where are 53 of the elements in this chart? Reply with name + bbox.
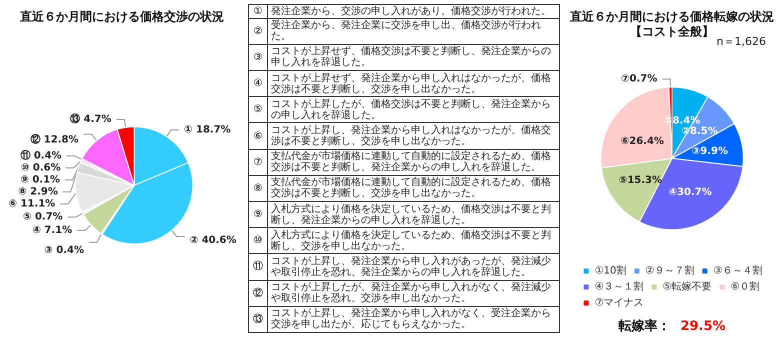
slice-label: ⑩ 0.6% — [20, 162, 61, 174]
data-label: ④30.7% — [668, 186, 712, 198]
slice-label: ⑨ 0.1% — [20, 174, 60, 186]
category-label: ⑧ — [248, 175, 268, 202]
category-label: ⑩ — [248, 228, 268, 254]
text: n＝1,626 — [716, 35, 766, 48]
text: コストが上昇し、発注企業から申し入れがあったが、発注減少や取引停止を恐れ、発注企業からの申し入れを辞退した。 — [268, 254, 560, 280]
category-label: ⑫ — [248, 280, 268, 306]
text: 発注企業から、交渉の申し入れがあり、価格交渉が行われた。 — [268, 4, 560, 18]
text: 転嫁率： — [617, 318, 670, 334]
text: 受注企業から、発注企業に交渉を申し出、価格交渉が行われた。 — [268, 18, 560, 44]
text: 入札方式により価格を決定しているため、価格交渉は不要と判断し、交渉を申し出なかった。 — [268, 228, 560, 254]
text: コストが上昇し、発注企業から申し入れがなく、受注企業から交渉を申し出たが、応じてもらえなかった。 — [268, 306, 560, 332]
category-label: ⑪ — [248, 254, 268, 280]
text: コストが上昇し、発注企業から申し入れはなかったが、価格交渉は不要と判断し、交渉を申し出なかった。 — [268, 122, 560, 150]
category-label: ③ — [248, 44, 268, 71]
data-label: ③9.9% — [692, 146, 728, 157]
category-label: ⑦ — [248, 149, 268, 176]
text: 29.5% — [680, 319, 726, 334]
text: 支払代金が市場価格に連動して自動的に設定されるため、価格交渉は不要と判断し、交渉を申し出なかった。 — [268, 175, 560, 202]
legend-label: ④３～１割 — [594, 280, 644, 292]
text: コストが上昇せず、発注企業から申し入れはなかったが、価格交渉は不要と判断し、交渉を申し出なかった。 — [268, 70, 560, 97]
slice-label: ⑧ 2.9% — [18, 186, 58, 198]
legend-label: ①10割 — [594, 264, 626, 276]
chart-title: 直近６か月間における価格交渉の状況 — [19, 10, 224, 24]
slice-label: ⑫ 12.8% — [30, 133, 78, 146]
slice-label: ⑤ 0.7% — [23, 212, 63, 223]
category-label: ① — [248, 4, 268, 18]
legend-label: ⑥０割 — [730, 280, 760, 292]
text: 支払代金が市場価格に連動して自動的に設定されるため、価格交渉は不要と判断し、発注企業からの申し入れを辞退した。 — [268, 149, 560, 176]
category-label: ⑤ — [248, 96, 268, 123]
slice-label: ⑪ 0.4% — [20, 149, 62, 162]
category-label: ④ — [248, 70, 268, 97]
category-label: ⑨ — [248, 201, 268, 228]
text: 入札方式により価格を決定しているため、価格交渉は不要と判断し、発注企業からの申し入れを辞退した。 — [268, 201, 560, 228]
category-label: ⑥ — [248, 122, 268, 150]
slice-label: ② 40.6% — [190, 234, 236, 246]
slice-label: ⑥ 11.1% — [8, 198, 56, 210]
legend-label: ⑦マイナス — [594, 298, 644, 308]
text: コストが上昇したが、価格交渉は不要と判断し、発注企業からの申し入れを辞退した。 — [268, 96, 560, 123]
data-label: ⑥26.4% — [620, 136, 664, 147]
data-label: ⑦0.7% — [621, 74, 658, 85]
legend-label: ③６～４割 — [713, 264, 762, 276]
slice-label: ④ 7.1% — [32, 224, 72, 236]
legend-label: ⑤転嫁不要 — [662, 280, 712, 292]
text: コストが上昇せず、価格交渉は不要と判断し、発注企業からの申し入れを辞退した。 — [268, 44, 560, 71]
slice-label: ① 18.7% — [184, 124, 231, 136]
text: コストが上昇したが、発注企業から申し入れがなく、発注減少や取引停止を恐れ、交渉を申し出なかった。 — [268, 280, 560, 306]
slice-label: ③ 0.4% — [44, 244, 84, 256]
category-label: ② — [248, 18, 268, 44]
slice-label: ⑬ 4.7% — [70, 113, 112, 126]
legend-label: ②９～７割 — [645, 264, 694, 276]
category-label: ⑬ — [248, 306, 268, 332]
